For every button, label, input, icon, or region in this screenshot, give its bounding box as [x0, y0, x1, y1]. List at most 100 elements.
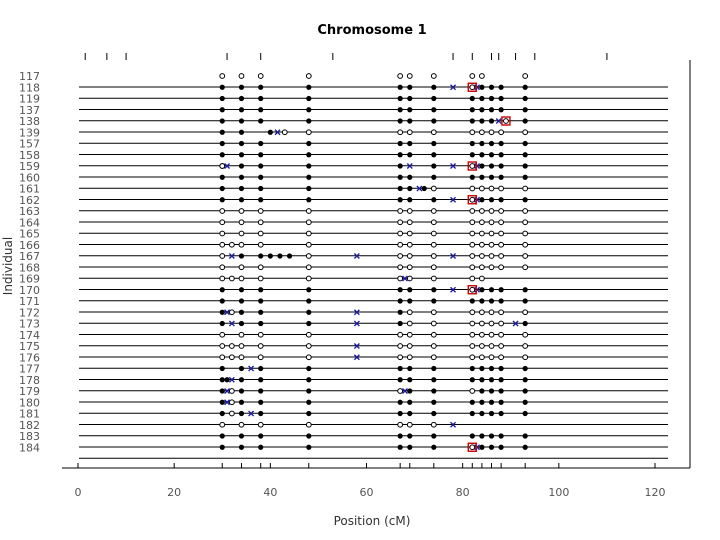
recombination-cross [228, 320, 235, 327]
open-marker [305, 343, 312, 349]
filled-marker [479, 377, 485, 383]
open-marker [522, 331, 529, 338]
filled-marker [397, 84, 403, 90]
open-marker [488, 309, 495, 316]
filled-marker [258, 197, 264, 203]
filled-marker [488, 377, 495, 383]
filled-marker [469, 298, 475, 304]
filled-marker [488, 433, 495, 439]
filled-marker [238, 95, 245, 102]
individual-label: 184 [19, 441, 40, 454]
filled-marker [306, 298, 312, 304]
open-marker [522, 354, 529, 361]
filled-marker [238, 174, 245, 180]
open-marker [488, 185, 495, 192]
open-marker [430, 73, 437, 79]
filled-marker [306, 163, 312, 169]
recombination-cross [474, 444, 481, 451]
recombination-cross [416, 185, 423, 192]
filled-marker [219, 152, 225, 158]
individual-label: 163 [19, 205, 40, 218]
highlight-marker [469, 84, 476, 91]
open-marker [479, 354, 485, 361]
open-marker [219, 275, 226, 282]
open-marker [305, 331, 312, 338]
filled-marker [522, 388, 528, 394]
individual-label: 181 [19, 408, 40, 421]
individual-label: 159 [19, 160, 40, 173]
filled-marker [258, 84, 264, 90]
recombination-cross [402, 388, 408, 394]
recombination-cross [474, 286, 481, 293]
x-tick-label: 0 [75, 486, 82, 499]
individual-label: 173 [19, 318, 40, 331]
open-marker [406, 219, 413, 226]
open-marker [488, 320, 495, 327]
open-marker [430, 309, 437, 316]
individual-label: 177 [19, 363, 40, 376]
recombination-cross [474, 163, 481, 169]
filled-marker [306, 185, 312, 192]
highlight-box [467, 82, 477, 92]
filled-marker [469, 377, 475, 383]
highlight-box [467, 285, 477, 295]
open-marker [479, 331, 485, 338]
open-marker [430, 129, 437, 136]
filled-marker [431, 163, 437, 169]
open-marker [219, 219, 226, 226]
open-marker [406, 208, 413, 214]
open-marker [479, 185, 485, 192]
open-marker [469, 230, 476, 237]
filled-marker [238, 377, 245, 383]
open-marker [469, 264, 476, 271]
filled-marker [397, 152, 403, 158]
open-marker [479, 219, 485, 226]
filled-marker [431, 140, 437, 147]
open-marker [219, 264, 226, 271]
open-marker [522, 219, 529, 226]
filled-marker [407, 444, 413, 450]
open-marker [430, 230, 437, 237]
open-marker [488, 253, 495, 259]
filled-marker [488, 197, 495, 203]
filled-marker [479, 95, 485, 102]
recombination-cross [224, 309, 231, 316]
open-marker [479, 208, 485, 214]
filled-marker [522, 399, 528, 405]
open-marker [479, 264, 485, 271]
open-marker [430, 264, 437, 271]
x-tick-label: 100 [548, 486, 569, 499]
open-marker [498, 219, 505, 226]
open-marker [305, 73, 312, 79]
open-marker [219, 253, 226, 259]
filled-marker [306, 365, 312, 372]
filled-marker [488, 140, 495, 147]
filled-marker [397, 118, 403, 124]
filled-marker [479, 118, 485, 124]
filled-marker [267, 253, 273, 259]
filled-marker [469, 365, 475, 372]
filled-marker [306, 410, 312, 417]
filled-marker [397, 320, 403, 327]
filled-marker [488, 298, 495, 304]
filled-marker [522, 163, 528, 169]
filled-marker [397, 309, 403, 315]
filled-marker [522, 410, 528, 417]
filled-marker [219, 107, 225, 113]
open-marker [430, 331, 437, 338]
open-marker [430, 320, 437, 327]
open-marker [498, 309, 505, 316]
filled-marker [522, 444, 528, 450]
filled-marker [306, 320, 312, 327]
open-marker [469, 388, 476, 394]
open-marker [430, 275, 437, 282]
open-marker [479, 343, 485, 349]
filled-marker [407, 118, 413, 124]
filled-marker [306, 174, 312, 180]
highlight-box [467, 161, 477, 171]
open-marker [522, 241, 529, 248]
filled-marker [488, 107, 495, 113]
filled-marker [479, 410, 485, 417]
filled-marker [219, 320, 225, 327]
recombination-cross [406, 163, 413, 169]
